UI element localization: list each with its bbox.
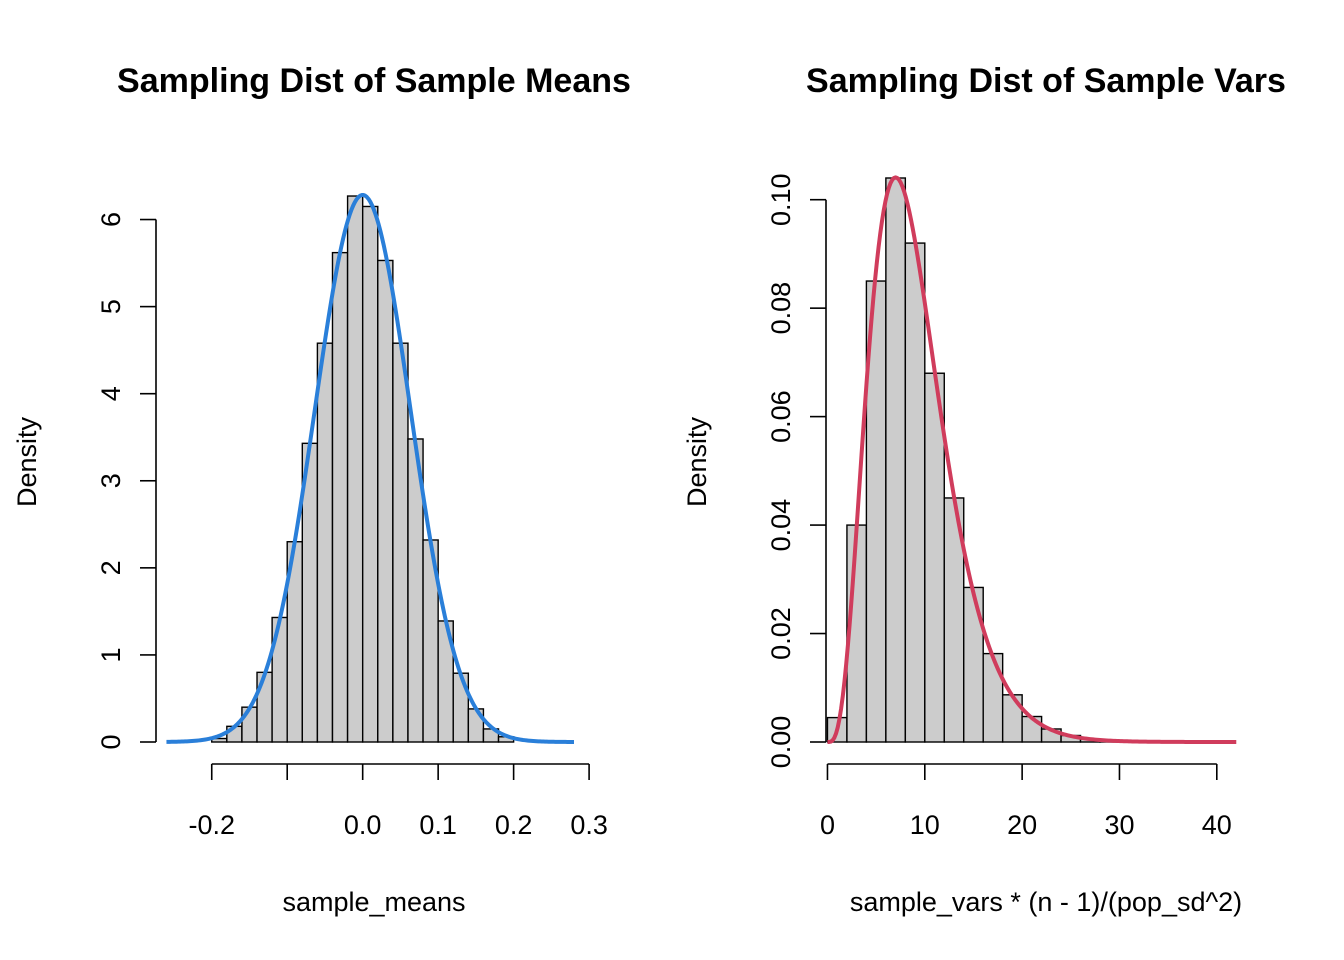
histogram-bar — [377, 259, 394, 743]
histogram-bar — [1001, 694, 1023, 743]
histogram-bar — [982, 652, 1004, 743]
x-tick-label: 40 — [1202, 810, 1232, 840]
x-axis-label: sample_vars * (n - 1)/(pop_sd^2) — [850, 887, 1242, 917]
histogram-bar — [361, 205, 379, 743]
histogram-bar — [316, 342, 334, 743]
histogram-bars — [211, 195, 515, 743]
y-tick-label: 4 — [96, 386, 126, 401]
x-tick-label: 0 — [820, 810, 835, 840]
histogram-bar — [885, 177, 907, 743]
y-axis-label: Density — [12, 416, 42, 507]
x-axis: 0 10 20 30 40 — [820, 763, 1232, 840]
histogram-bar — [346, 195, 364, 743]
histogram-bars — [826, 177, 1121, 743]
histogram-bar — [331, 251, 349, 743]
x-tick-label: -0.2 — [188, 810, 235, 840]
x-tick-label: 0.2 — [495, 810, 533, 840]
chi-squared-density-curve — [827, 175, 1237, 744]
x-tick-label: 0.0 — [344, 810, 382, 840]
y-tick-label: 0.00 — [766, 716, 796, 769]
y-tick-label: 0.02 — [766, 607, 796, 660]
y-axis: 0.00 0.02 0.04 0.06 0.08 0.10 — [766, 173, 827, 769]
histogram-bar — [241, 706, 258, 743]
histogram-bar — [904, 242, 926, 743]
y-tick-label: 3 — [96, 473, 126, 488]
y-axis-label: Density — [682, 416, 712, 507]
histogram-bar — [392, 342, 409, 743]
x-axis: -0.2 0.0 0.1 0.2 0.3 — [188, 763, 608, 840]
x-tick-label: 30 — [1104, 810, 1134, 840]
y-tick-label: 0 — [96, 734, 126, 749]
chart-panel-sample-vars: Sampling Dist of Sample Vars sample_vars… — [682, 62, 1286, 917]
chart-title: Sampling Dist of Sample Vars — [806, 62, 1286, 100]
x-tick-label: 10 — [910, 810, 940, 840]
y-tick-label: 1 — [96, 647, 126, 662]
histogram-bar — [963, 586, 984, 743]
normal-density-curve — [166, 193, 575, 744]
histogram-bar — [256, 671, 273, 743]
y-tick-label: 0.10 — [766, 173, 796, 226]
y-axis: 0 1 2 3 4 5 6 — [96, 212, 157, 750]
x-tick-label: 0.3 — [570, 810, 608, 840]
y-tick-label: 2 — [96, 560, 126, 575]
y-tick-label: 6 — [96, 212, 126, 227]
y-tick-label: 0.08 — [766, 282, 796, 335]
y-tick-label: 0.06 — [766, 390, 796, 443]
y-tick-label: 0.04 — [766, 499, 796, 552]
y-tick-label: 5 — [96, 299, 126, 314]
x-tick-label: 0.1 — [419, 810, 457, 840]
chart-title: Sampling Dist of Sample Means — [117, 62, 631, 100]
x-tick-label: 20 — [1007, 810, 1037, 840]
x-axis-label: sample_means — [282, 887, 465, 917]
chart-panel-sample-means: Sampling Dist of Sample Means sample_mea… — [12, 62, 631, 917]
